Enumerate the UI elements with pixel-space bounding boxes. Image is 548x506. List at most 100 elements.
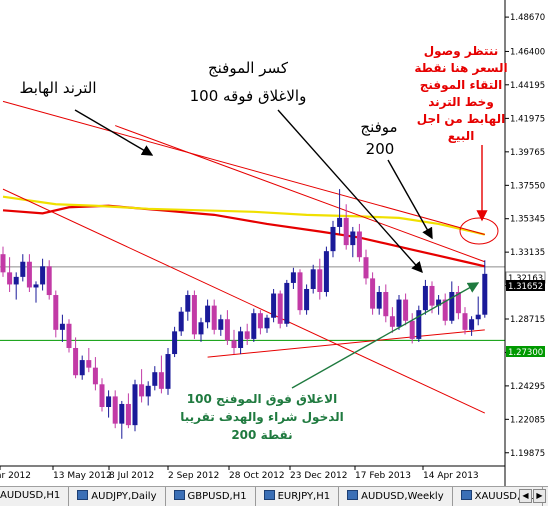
level-label-green: 1.27300: [506, 346, 545, 358]
candle-body: [191, 295, 197, 335]
candle-body: [350, 231, 356, 246]
svg-text:الهابط من اجل: الهابط من اجل: [417, 112, 505, 126]
candle-body: [455, 292, 461, 314]
time-tick-label: 14 Apr 2013: [423, 471, 479, 481]
price-tick-label: 1.46400: [510, 47, 545, 57]
candle-body: [290, 272, 296, 283]
candle-body: [310, 269, 316, 289]
candle-body: [277, 293, 283, 324]
tab-eurjpy-h1[interactable]: EURJPY,H1: [256, 487, 340, 506]
time-tick-label: ar 2012: [0, 471, 31, 481]
candle-body: [409, 320, 415, 339]
tab-gbpusd-h1[interactable]: GBPUSD,H1: [166, 487, 256, 506]
time-tick-label: 8 Jul 2012: [109, 471, 154, 481]
current-price-label: 1.31652: [506, 280, 545, 292]
scroll-right-icon[interactable]: ▶: [533, 489, 546, 503]
candle-body: [152, 372, 158, 386]
candle-body: [462, 313, 468, 330]
price-tick-label: 1.48670: [510, 13, 545, 23]
tab-audusd-h1[interactable]: AUDUSD,H1: [0, 487, 70, 506]
arrow-entry: [291, 282, 480, 389]
trend-line: [2, 100, 485, 235]
tab-audjpy-daily[interactable]: AUDJPY,Daily: [69, 487, 166, 506]
candle-body: [330, 226, 336, 252]
candle-body: [416, 310, 422, 339]
candle-body: [389, 316, 395, 327]
trend-line: [207, 329, 485, 358]
candle-body: [323, 251, 329, 293]
price-tick-label: 1.35345: [510, 215, 545, 225]
candle-body: [7, 272, 13, 285]
candle-body: [304, 288, 310, 311]
candle-body: [0, 254, 6, 273]
chart-icon: [460, 490, 472, 500]
svg-text:وخط الترند: وخط الترند: [428, 95, 494, 110]
candle-body: [185, 295, 191, 312]
candle-body: [317, 269, 323, 293]
candle-body: [125, 403, 131, 426]
candle-body: [383, 292, 389, 317]
candle-body: [297, 272, 303, 311]
chart-icon: [77, 490, 89, 500]
candle-body: [429, 285, 435, 306]
candle-body: [422, 285, 428, 311]
ma200-label-1: موفنج: [360, 118, 397, 136]
candle-body: [218, 319, 224, 330]
candle-body: [86, 360, 92, 368]
candle-body: [469, 319, 475, 330]
break-ma-label-2: 100 والاغلاق فوقه: [190, 87, 307, 105]
time-tick-label: 13 May 2012: [53, 471, 112, 481]
svg-text:الدخول شراء والهدف تقريبا: الدخول شراء والهدف تقريبا: [180, 410, 344, 425]
candle-body: [403, 299, 409, 321]
chart-icon: [263, 490, 275, 500]
candle-body: [46, 266, 52, 296]
wait-note: ننتظر وصول السعر هنا نقطة التقاء الموفنج…: [414, 44, 507, 143]
chart-icon: [347, 490, 359, 500]
tab-audusd-weekly[interactable]: AUDUSD,Weekly: [339, 487, 453, 506]
candle-body: [106, 396, 112, 407]
candle-body: [211, 305, 217, 330]
candle-body: [79, 360, 85, 376]
price-tick-label: 1.22085: [510, 415, 545, 425]
candle-body: [26, 261, 32, 288]
candle-body: [442, 299, 448, 321]
candle-body: [251, 313, 257, 339]
candle-body: [482, 273, 488, 315]
candle-body: [337, 217, 343, 227]
svg-text:1.32163: 1.32163: [508, 274, 543, 284]
scroll-left-icon[interactable]: ◀: [519, 489, 532, 503]
tab-scroll-buttons: ◀ ▶: [519, 489, 546, 503]
candle-body: [198, 322, 204, 335]
svg-text:الاغلاق فوق الموفنج 100: الاغلاق فوق الموفنج 100: [187, 392, 337, 407]
ma200-label-2: 200: [366, 140, 395, 158]
candle-body: [231, 340, 237, 348]
candle-body: [257, 313, 263, 329]
candle-body: [112, 396, 118, 424]
candle-body: [271, 293, 277, 318]
candle-body: [475, 314, 481, 320]
svg-text:التقاء الموفنج: التقاء الموفنج: [420, 78, 503, 93]
candle-body: [264, 317, 270, 329]
target-zone-ellipse: [459, 217, 499, 245]
price-tick-label: 1.44195: [510, 81, 545, 91]
candle-body: [99, 384, 105, 407]
candle-body: [73, 347, 79, 376]
price-tick-label: 1.24295: [510, 382, 545, 392]
chart-icon: [173, 490, 185, 500]
downtrend-label: الترند الهابط: [20, 79, 97, 97]
time-tick-label: 2 Sep 2012: [168, 471, 219, 481]
candle-body: [238, 331, 244, 348]
candle-body: [119, 403, 125, 424]
candle-body: [132, 384, 138, 426]
time-tick-label: 28 Oct 2012: [229, 471, 285, 481]
candle-body: [40, 266, 46, 285]
svg-text:البيع: البيع: [448, 129, 475, 143]
candle-body: [165, 354, 171, 389]
entry-note: الاغلاق فوق الموفنج 100 الدخول شراء واله…: [180, 392, 344, 442]
candle-body: [356, 231, 362, 258]
moving-average-line: [2, 204, 486, 268]
candle-body: [370, 278, 376, 309]
candle-body: [363, 257, 369, 279]
candle-body: [376, 292, 382, 309]
